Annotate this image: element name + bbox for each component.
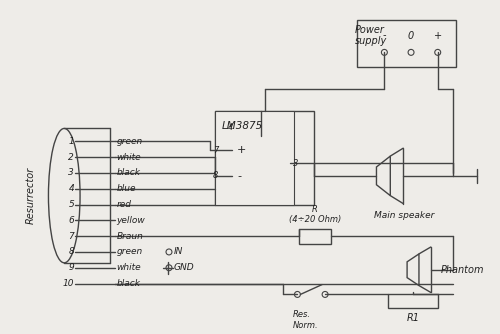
Text: Braun: Braun — [116, 232, 143, 240]
Text: green: green — [116, 247, 143, 257]
Text: 7: 7 — [68, 232, 74, 240]
Text: Res.
Norm.: Res. Norm. — [292, 310, 318, 330]
Text: Resurrector: Resurrector — [26, 167, 36, 224]
Bar — [216, 111, 314, 204]
Text: 3: 3 — [292, 159, 298, 168]
Text: 3: 3 — [68, 168, 74, 177]
Text: white: white — [116, 263, 141, 272]
Text: R
(4÷20 Ohm): R (4÷20 Ohm) — [289, 205, 342, 224]
Text: red: red — [116, 200, 132, 209]
Text: 4: 4 — [68, 184, 74, 193]
Text: yellow: yellow — [116, 216, 146, 225]
Text: 1: 1 — [68, 137, 74, 146]
Bar — [216, 111, 294, 204]
Bar — [388, 295, 438, 308]
Text: black: black — [116, 168, 140, 177]
Text: 8: 8 — [213, 171, 218, 180]
Polygon shape — [407, 254, 419, 286]
Text: Power
supply: Power supply — [354, 25, 387, 46]
Bar — [356, 20, 456, 67]
Text: -: - — [237, 171, 241, 181]
Text: white: white — [116, 153, 141, 162]
Text: R1: R1 — [406, 313, 420, 323]
Text: GND: GND — [174, 263, 195, 272]
Text: 0: 0 — [408, 31, 414, 40]
Text: 5: 5 — [68, 200, 74, 209]
Polygon shape — [376, 156, 390, 196]
Text: +: + — [237, 145, 246, 155]
Text: blue: blue — [116, 184, 136, 193]
Text: green: green — [116, 137, 143, 146]
Text: 8: 8 — [68, 247, 74, 257]
Text: +: + — [434, 31, 442, 40]
Bar — [300, 229, 331, 244]
Text: 9: 9 — [68, 263, 74, 272]
Text: Main speaker: Main speaker — [374, 211, 434, 220]
Text: 2: 2 — [68, 153, 74, 162]
Text: 10: 10 — [62, 279, 74, 288]
Text: Phantom: Phantom — [440, 265, 484, 275]
Text: 4: 4 — [228, 123, 233, 132]
Text: -: - — [382, 31, 386, 40]
Text: 7: 7 — [213, 146, 218, 155]
Text: LM3875: LM3875 — [222, 121, 262, 131]
Text: black: black — [116, 279, 140, 288]
Text: 6: 6 — [68, 216, 74, 225]
Text: IN: IN — [174, 247, 184, 257]
